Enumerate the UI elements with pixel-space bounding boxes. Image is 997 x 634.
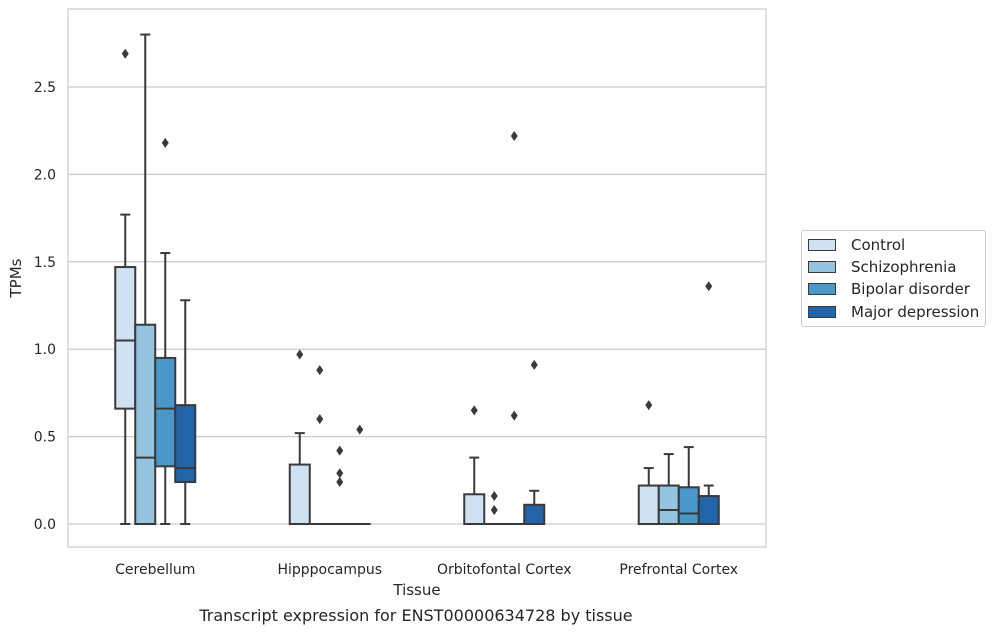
outlier-point bbox=[296, 349, 304, 360]
x-axis-label: Tissue bbox=[392, 581, 440, 599]
y-tick-label: 1.5 bbox=[34, 255, 56, 271]
outlier-point bbox=[356, 424, 364, 435]
y-tick-label: 0.0 bbox=[34, 517, 56, 533]
box-body bbox=[657, 484, 680, 526]
outlier-point bbox=[316, 414, 324, 425]
box-prefrontal-cortex-major-depression bbox=[697, 281, 720, 526]
outlier-point bbox=[510, 130, 518, 141]
box-body bbox=[174, 404, 197, 484]
legend-label-schizophrenia: Schizophrenia bbox=[851, 258, 957, 276]
x-tick-label: Hipppocampus bbox=[277, 562, 382, 578]
outlier-point bbox=[705, 281, 713, 292]
box-orbitofontal-cortex-control bbox=[463, 405, 486, 525]
outlier-point bbox=[316, 365, 324, 376]
box-prefrontal-cortex-bipolar-disorder bbox=[677, 446, 700, 525]
legend-item-schizophrenia: Schizophrenia bbox=[808, 257, 956, 277]
outlier-point bbox=[470, 405, 478, 416]
outlier-point bbox=[336, 445, 344, 456]
y-tick-label: 0.5 bbox=[34, 430, 56, 446]
box-body bbox=[677, 486, 700, 525]
x-tick-label: Prefrontal Cortex bbox=[619, 562, 738, 578]
y-axis-label: TPMs bbox=[7, 258, 25, 298]
box-hipppocampus-control bbox=[288, 349, 311, 525]
legend-label-major-depression: Major depression bbox=[851, 303, 980, 321]
legend: Control Schizophrenia Bipolar disorder M… bbox=[801, 230, 986, 327]
box-body bbox=[697, 495, 720, 526]
legend-label-control: Control bbox=[851, 236, 906, 254]
x-tick-label: Cerebellum bbox=[115, 562, 195, 578]
y-tick-label: 2.0 bbox=[34, 167, 56, 183]
box-body bbox=[523, 503, 546, 526]
outlier-point bbox=[490, 505, 498, 516]
outlier-point bbox=[530, 359, 538, 370]
outlier-point bbox=[336, 477, 344, 488]
box-cerebellum-major-depression bbox=[174, 299, 197, 525]
box-hipppocampus-major-depression bbox=[348, 424, 371, 526]
y-tick-label: 1.0 bbox=[34, 342, 56, 358]
box-prefrontal-cortex-schizophrenia bbox=[657, 453, 680, 526]
legend-swatch-bipolar-disorder bbox=[808, 283, 836, 295]
legend-item-control: Control bbox=[808, 235, 905, 255]
legend-swatch-major-depression bbox=[808, 306, 836, 318]
y-tick-labels: 0.0 0.5 1.0 1.5 2.0 2.5 bbox=[34, 80, 56, 533]
outlier-point bbox=[645, 400, 653, 411]
outlier-point bbox=[510, 410, 518, 421]
box-body bbox=[134, 323, 157, 525]
y-tick-label: 2.5 bbox=[34, 80, 56, 96]
box-orbitofontal-cortex-major-depression bbox=[523, 359, 546, 526]
box-body bbox=[637, 484, 660, 526]
box-body bbox=[463, 493, 486, 525]
x-tick-labels: Cerebellum Hipppocampus Orbitofontal Corte… bbox=[115, 562, 738, 578]
outlier-point bbox=[336, 468, 344, 479]
box-cerebellum-control bbox=[114, 48, 137, 525]
box-body bbox=[288, 463, 311, 525]
box-body bbox=[154, 356, 177, 468]
box-hipppocampus-bipolar-disorder bbox=[328, 445, 351, 526]
chart-caption: Transcript expression for ENST0000063472… bbox=[199, 606, 633, 625]
boxes bbox=[114, 33, 720, 526]
legend-item-bipolar-disorder: Bipolar disorder bbox=[808, 279, 970, 299]
outlier-point bbox=[121, 48, 129, 59]
legend-item-major-depression: Major depression bbox=[808, 302, 979, 322]
outlier-point bbox=[490, 491, 498, 502]
legend-label-bipolar-disorder: Bipolar disorder bbox=[851, 280, 970, 298]
legend-swatch-schizophrenia bbox=[808, 261, 836, 273]
outlier-point bbox=[161, 137, 169, 148]
box-prefrontal-cortex-control bbox=[637, 400, 660, 526]
x-tick-label: Orbitofontal Cortex bbox=[437, 562, 572, 578]
legend-swatch-control bbox=[808, 239, 836, 251]
box-body bbox=[114, 266, 137, 410]
box-cerebellum-bipolar-disorder bbox=[154, 137, 177, 525]
